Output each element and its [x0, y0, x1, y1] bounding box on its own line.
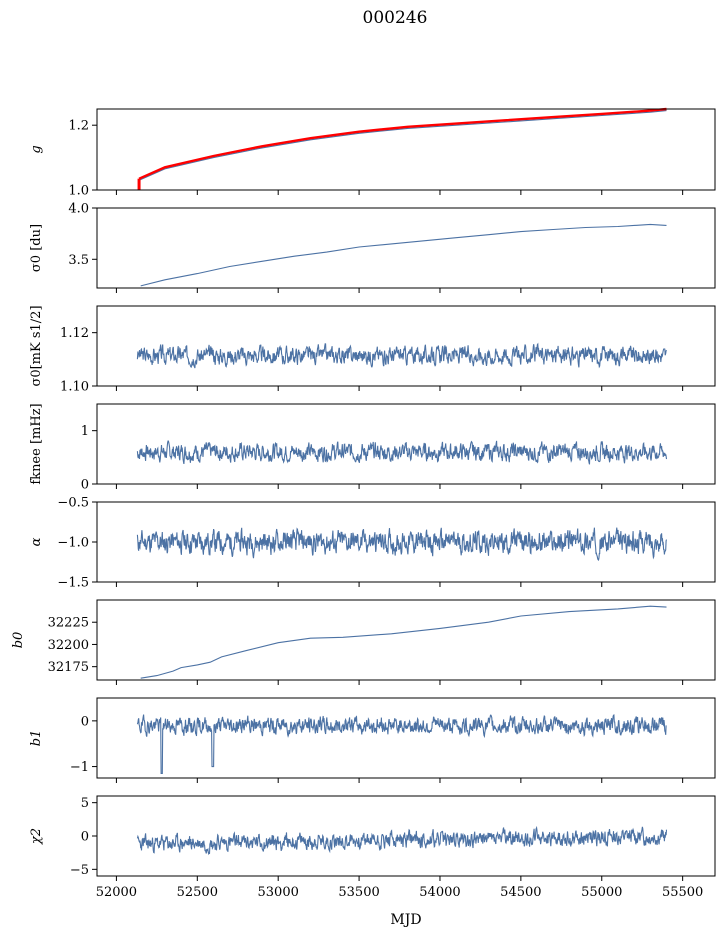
- y-tick-label-b0: 32200: [48, 638, 89, 653]
- y-tick-label-fknee: 1: [81, 424, 89, 439]
- axes-frame-sigma0_du: [96, 207, 716, 289]
- x-tick-label: 53500: [338, 885, 379, 900]
- x-tick-label: 54000: [419, 885, 460, 900]
- axes-frame-b1: [96, 697, 716, 779]
- series-line-b1-0: [136, 714, 667, 774]
- series-line-g-0: [138, 110, 667, 181]
- figure-title: 000246: [362, 8, 428, 28]
- y-tick-label-b0: 32225: [48, 616, 89, 631]
- series-line-b0-0: [140, 605, 667, 679]
- y-tick-label-sigma0_mK: 1.12: [60, 326, 89, 341]
- x-tick-label: 52000: [96, 885, 137, 900]
- x-tick-label: 54500: [500, 885, 541, 900]
- series-line-sigma0_du-0: [140, 223, 667, 287]
- y-tick-label-sigma0_mK: 1.10: [60, 380, 89, 395]
- y-axis-label-g: g: [29, 145, 44, 153]
- y-tick-label-g: 1.0: [68, 184, 89, 199]
- series-line-chi2-0: [136, 825, 668, 856]
- x-tick-label: 55000: [581, 885, 622, 900]
- y-tick-label-b1: −1: [70, 760, 89, 775]
- series-line-g-1: [138, 107, 667, 180]
- series-line-fknee-0: [136, 440, 668, 465]
- y-tick-label-chi2: 5: [81, 796, 89, 811]
- series-line-sigma0_mK-0: [136, 342, 667, 369]
- y-tick-label-sigma0_du: 4.0: [68, 202, 89, 217]
- y-tick-label-b0: 32175: [48, 660, 89, 675]
- y-tick-label-b1: 0: [81, 714, 89, 729]
- y-axis-label-sigma0_mK: σ0[mK s1/2]: [29, 305, 44, 386]
- axes-frame-fknee: [96, 403, 716, 485]
- x-tick-label: 53000: [258, 885, 299, 900]
- axes-frame-b0: [96, 599, 716, 681]
- axes-frame-g: [96, 108, 716, 191]
- y-tick-label-alpha: −0.5: [57, 496, 89, 511]
- x-tick-label: 55500: [662, 885, 703, 900]
- axes-frame-sigma0_mK: [96, 305, 716, 387]
- y-axis-label-b1: b1: [29, 730, 44, 747]
- y-tick-label-sigma0_du: 3.5: [68, 253, 89, 268]
- y-axis-label-chi2: χ2: [29, 828, 44, 845]
- y-tick-label-fknee: 0: [81, 478, 89, 493]
- y-axis-label-fknee: fknee [mHz]: [29, 403, 44, 484]
- y-tick-label-alpha: −1.5: [57, 576, 89, 591]
- y-axis-label-sigma0_du: σ0 [du]: [29, 224, 44, 272]
- y-tick-label-alpha: −1.0: [57, 536, 89, 551]
- y-tick-label-g: 1.2: [68, 119, 89, 134]
- y-axis-label-alpha: α: [29, 537, 44, 546]
- x-tick-label: 52500: [177, 885, 218, 900]
- x-axis-label: MJD: [390, 912, 421, 928]
- series-line-alpha-0: [136, 527, 668, 561]
- y-tick-label-chi2: −5: [70, 863, 89, 878]
- y-tick-label-chi2: 0: [81, 830, 89, 845]
- y-axis-label-b0: b0: [11, 632, 26, 649]
